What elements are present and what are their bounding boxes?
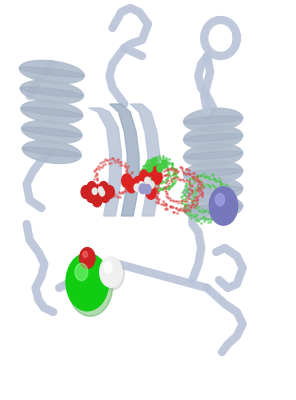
- Circle shape: [215, 194, 224, 206]
- Circle shape: [144, 184, 151, 194]
- Ellipse shape: [22, 140, 81, 164]
- Circle shape: [134, 184, 139, 191]
- Ellipse shape: [20, 80, 83, 104]
- Ellipse shape: [22, 120, 82, 144]
- Circle shape: [146, 186, 156, 199]
- Ellipse shape: [184, 126, 243, 149]
- Polygon shape: [130, 104, 160, 216]
- Ellipse shape: [184, 108, 243, 132]
- Circle shape: [87, 182, 96, 194]
- Circle shape: [86, 190, 96, 202]
- Circle shape: [100, 190, 110, 202]
- Circle shape: [80, 248, 95, 268]
- Ellipse shape: [21, 107, 83, 117]
- Circle shape: [83, 251, 88, 258]
- Ellipse shape: [19, 67, 84, 77]
- Circle shape: [66, 253, 109, 311]
- Ellipse shape: [184, 134, 243, 142]
- Ellipse shape: [22, 147, 81, 157]
- Ellipse shape: [184, 116, 243, 124]
- Circle shape: [100, 190, 104, 196]
- Circle shape: [127, 179, 137, 193]
- Circle shape: [81, 186, 91, 198]
- Circle shape: [157, 164, 163, 172]
- Circle shape: [161, 160, 167, 168]
- Circle shape: [149, 181, 154, 188]
- Ellipse shape: [184, 161, 243, 184]
- Circle shape: [139, 182, 144, 189]
- Circle shape: [93, 185, 102, 198]
- Ellipse shape: [184, 144, 243, 167]
- Circle shape: [104, 262, 112, 272]
- Circle shape: [149, 164, 160, 178]
- Ellipse shape: [21, 100, 83, 124]
- Circle shape: [151, 158, 157, 166]
- Polygon shape: [89, 108, 121, 216]
- Circle shape: [122, 174, 132, 188]
- Circle shape: [139, 170, 149, 184]
- Circle shape: [152, 170, 162, 184]
- Ellipse shape: [22, 127, 82, 137]
- Circle shape: [139, 184, 146, 194]
- Circle shape: [147, 164, 152, 172]
- Circle shape: [133, 176, 143, 190]
- Circle shape: [75, 263, 88, 281]
- Ellipse shape: [184, 151, 243, 159]
- Circle shape: [100, 257, 122, 287]
- Circle shape: [99, 182, 108, 194]
- Circle shape: [68, 256, 113, 316]
- Ellipse shape: [184, 169, 243, 177]
- Circle shape: [98, 187, 103, 193]
- Ellipse shape: [20, 87, 83, 97]
- Ellipse shape: [184, 179, 243, 202]
- Circle shape: [101, 258, 124, 290]
- Ellipse shape: [184, 204, 243, 212]
- Ellipse shape: [184, 186, 243, 194]
- Circle shape: [209, 187, 238, 225]
- Polygon shape: [110, 104, 139, 216]
- Circle shape: [142, 184, 147, 192]
- Circle shape: [92, 188, 97, 194]
- Circle shape: [105, 186, 114, 198]
- Ellipse shape: [19, 60, 84, 84]
- Circle shape: [92, 194, 102, 207]
- Circle shape: [145, 177, 150, 184]
- Ellipse shape: [184, 196, 243, 220]
